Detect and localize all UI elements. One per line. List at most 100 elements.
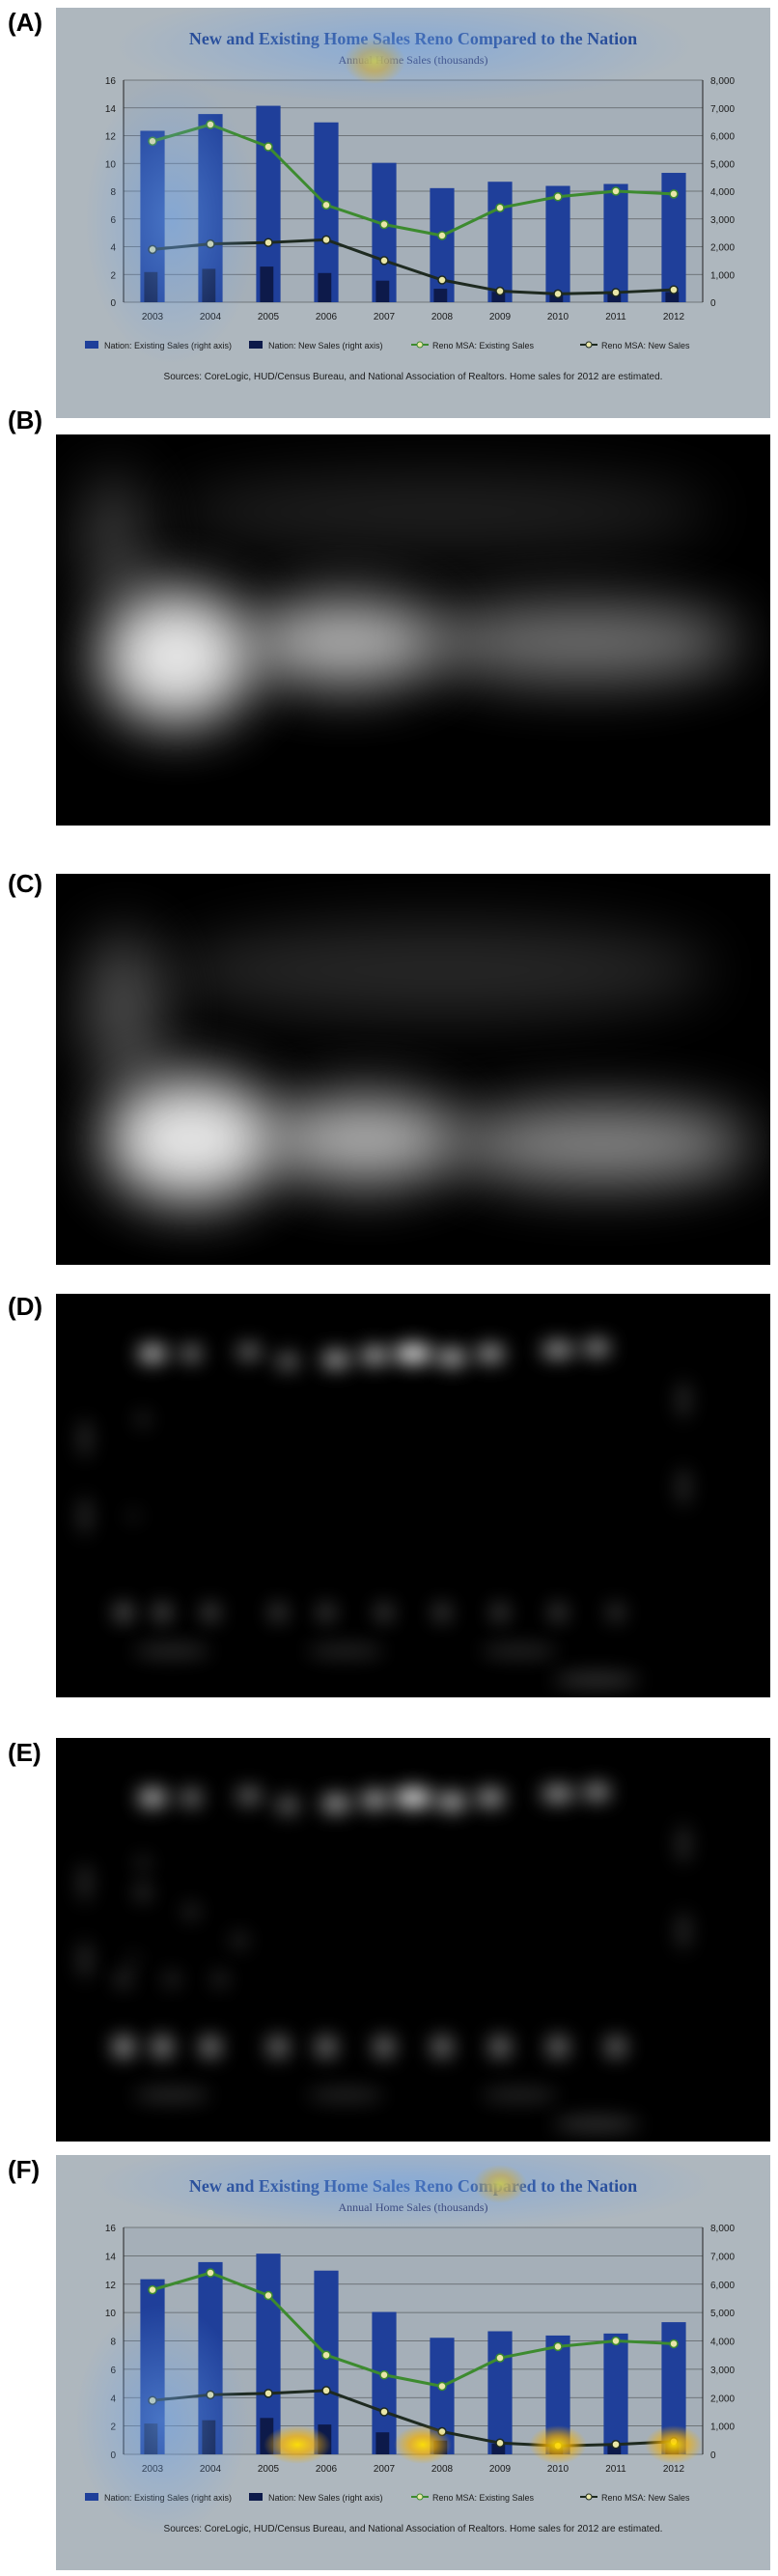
saliency-map-c (56, 874, 770, 1265)
y-right-tick-label: 7,000 (710, 2252, 735, 2262)
x-tick-label: 2010 (547, 312, 570, 322)
fixation-point (360, 1791, 389, 1808)
y-right-tick-label: 3,000 (710, 2366, 735, 2376)
y-left-tick-label: 16 (105, 76, 117, 87)
point-reno-new (669, 285, 679, 294)
point-reno-existing (495, 2353, 505, 2363)
point-reno-existing (264, 142, 273, 152)
fixation-point (136, 1413, 150, 1426)
y-right-tick-label: 8,000 (710, 2224, 735, 2234)
saliency-blob (104, 1077, 278, 1202)
fixation-point (549, 1604, 567, 1621)
fixation-point (491, 1604, 509, 1621)
legend-marker (416, 341, 424, 349)
fixation-point (79, 1419, 91, 1458)
point-reno-new (264, 2389, 273, 2398)
y-right-tick-label: 4,000 (710, 2338, 735, 2348)
fixation-point (431, 2036, 453, 2058)
bar-new-sales (375, 280, 390, 302)
point-reno-existing (553, 2341, 563, 2352)
fixation-point (607, 1604, 625, 1621)
bar-existing-sales (372, 2311, 397, 2454)
fixation-point (605, 2036, 626, 2058)
point-reno-existing (611, 186, 621, 196)
panel-label-a: (A) (8, 8, 43, 37)
fixation-point (476, 1345, 505, 1362)
chart-panel-f: New and Existing Home Sales Reno Compare… (56, 2155, 770, 2570)
fixation-point (115, 1604, 132, 1621)
bar-existing-sales (372, 162, 397, 302)
x-tick-label: 2006 (316, 2464, 338, 2475)
point-reno-new (495, 2438, 505, 2448)
fixation-point (269, 1604, 287, 1621)
fixation-point (481, 2088, 558, 2102)
fixation-point (394, 1788, 432, 1807)
y-right-tick-label: 0 (710, 298, 716, 309)
point-reno-new (264, 238, 273, 247)
y-left-tick-label: 16 (105, 2224, 117, 2234)
fixation-point (276, 1354, 299, 1369)
bar-existing-sales (430, 187, 455, 302)
point-reno-new (611, 2439, 621, 2450)
x-tick-label: 2005 (258, 312, 280, 322)
bar-new-sales (665, 292, 680, 302)
fixation-point (236, 1788, 262, 1804)
chart-panel-a: New and Existing Home Sales Reno Compare… (56, 8, 770, 418)
panel-label-f: (F) (8, 2155, 41, 2184)
fixation-point (113, 2036, 134, 2058)
bar-new-sales (607, 2446, 622, 2454)
fixation-point (583, 1784, 610, 1800)
legend-swatch (85, 2493, 98, 2501)
fixation-point (321, 1351, 350, 1368)
legend-label: Nation: New Sales (right axis) (268, 341, 383, 350)
x-tick-label: 2005 (258, 2464, 280, 2475)
fixation-point (553, 2116, 640, 2132)
saliency-blob (85, 473, 143, 608)
panel-label-b: (B) (8, 406, 43, 434)
legend-swatch (249, 341, 263, 349)
point-reno-existing (611, 2336, 621, 2346)
point-reno-existing (379, 219, 389, 230)
point-reno-existing (206, 2268, 215, 2278)
point-reno-new (611, 288, 621, 297)
fixation-point (138, 1789, 167, 1806)
heatmap-hotspot (264, 2425, 331, 2464)
fixation-point (489, 2036, 511, 2058)
fixation-point (127, 1510, 139, 1522)
point-reno-existing (321, 2350, 331, 2360)
x-tick-label: 2012 (663, 312, 685, 322)
saliency-blob (423, 603, 741, 681)
point-reno-new (379, 2407, 389, 2417)
fixation-point (79, 1863, 91, 1902)
fixation-point (583, 1340, 610, 1356)
point-reno-new (379, 256, 389, 266)
heatmap-hotspot (75, 2305, 249, 2536)
fixation-point (181, 1346, 202, 1361)
saliency-blob (172, 922, 712, 1019)
y-right-tick-label: 0 (710, 2450, 716, 2461)
fixation-point (135, 1885, 151, 1900)
fixation-point (164, 1972, 180, 1987)
bar-new-sales (260, 266, 274, 302)
panel-label-c: (C) (8, 869, 43, 898)
saliency-map-b (56, 434, 770, 826)
y-right-tick-label: 2,000 (710, 2394, 735, 2404)
bar-new-sales (491, 2443, 506, 2454)
x-tick-label: 2011 (605, 312, 626, 322)
legend-label: Reno MSA: Existing Sales (432, 341, 535, 350)
bar-new-sales (607, 294, 622, 302)
heatmap-hotspot (85, 75, 259, 365)
panel-label-e: (E) (8, 1738, 42, 1767)
legend-label: Reno MSA: Existing Sales (432, 2493, 535, 2503)
legend-swatch (85, 341, 98, 349)
y-right-tick-label: 6,000 (710, 2281, 735, 2291)
point-reno-new (553, 289, 563, 299)
fixation-point (437, 1793, 466, 1810)
fixation-point (153, 1604, 171, 1621)
y-right-tick-label: 4,000 (710, 187, 735, 198)
y-left-tick-label: 10 (105, 2309, 117, 2319)
x-tick-label: 2007 (374, 312, 396, 322)
point-reno-existing (669, 189, 679, 199)
y-right-tick-label: 1,000 (710, 270, 735, 281)
fixation-point (360, 1347, 389, 1364)
